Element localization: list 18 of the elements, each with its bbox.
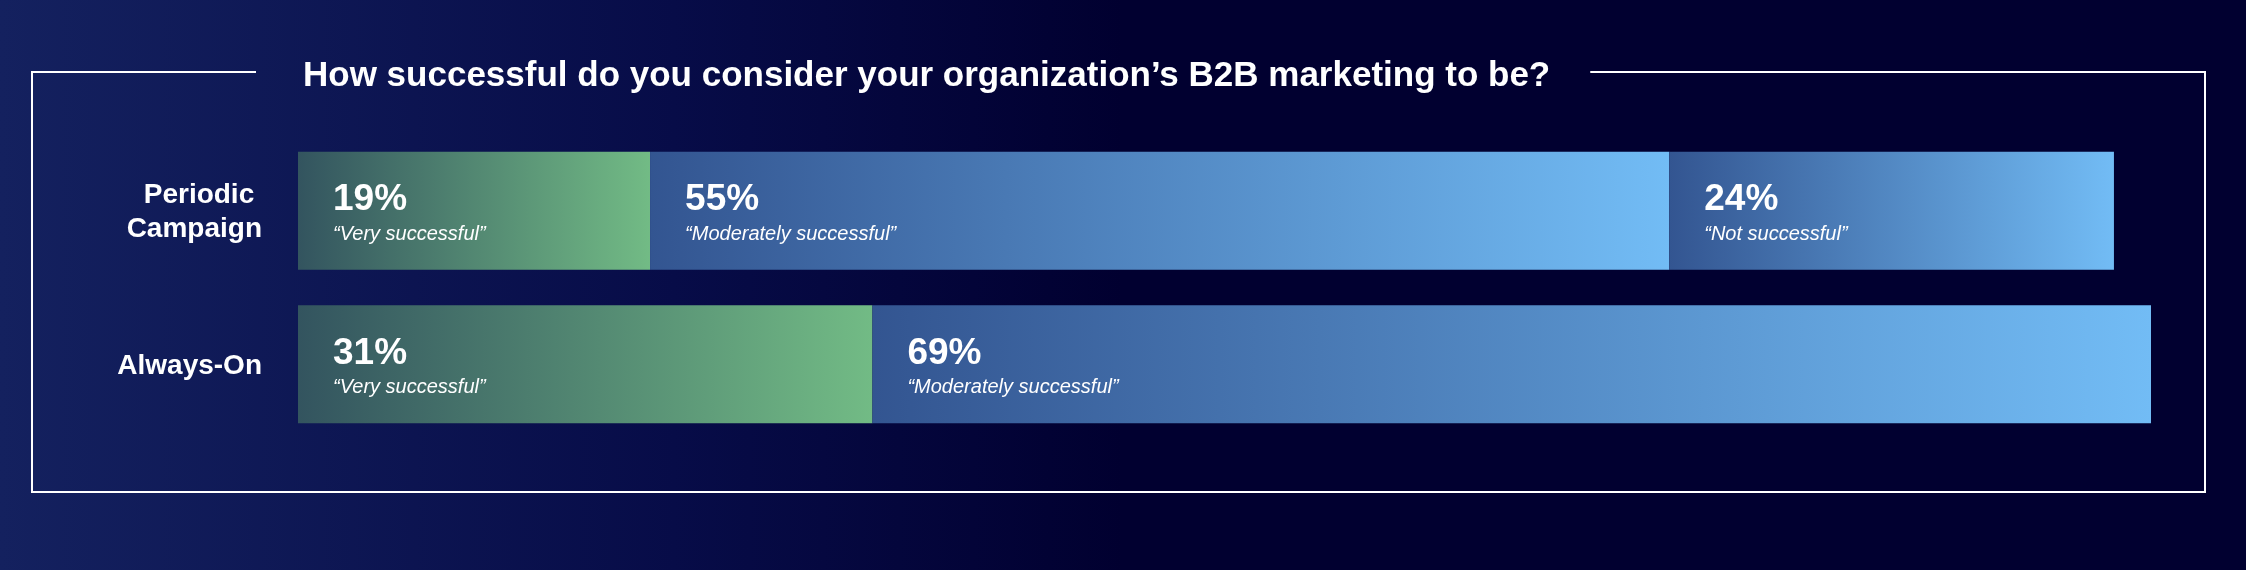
bar xyxy=(298,151,651,270)
y-tick-label: Always-On xyxy=(117,348,262,380)
series-label: “Very successful” xyxy=(333,221,487,244)
text: “Moderately successful” xyxy=(907,375,1119,398)
data-label: 19% xyxy=(333,177,408,219)
y-tick-label: Periodic Campaign xyxy=(126,178,262,244)
data-label: 55% xyxy=(685,177,760,219)
bar xyxy=(872,305,2151,424)
chart-title: How successful do you consider your organization’s B2B marketing to be? xyxy=(303,54,1551,93)
series-label: “Not successful” xyxy=(1704,221,1849,244)
text: “Very successful” xyxy=(333,375,486,398)
bar xyxy=(650,151,1670,270)
data-label: 31% xyxy=(333,330,408,372)
bar xyxy=(1669,151,2114,270)
series-label: “Moderately successful” xyxy=(685,221,898,244)
bar xyxy=(298,305,873,424)
data-label: 69% xyxy=(907,330,982,372)
data-label: 24% xyxy=(1704,177,1779,219)
